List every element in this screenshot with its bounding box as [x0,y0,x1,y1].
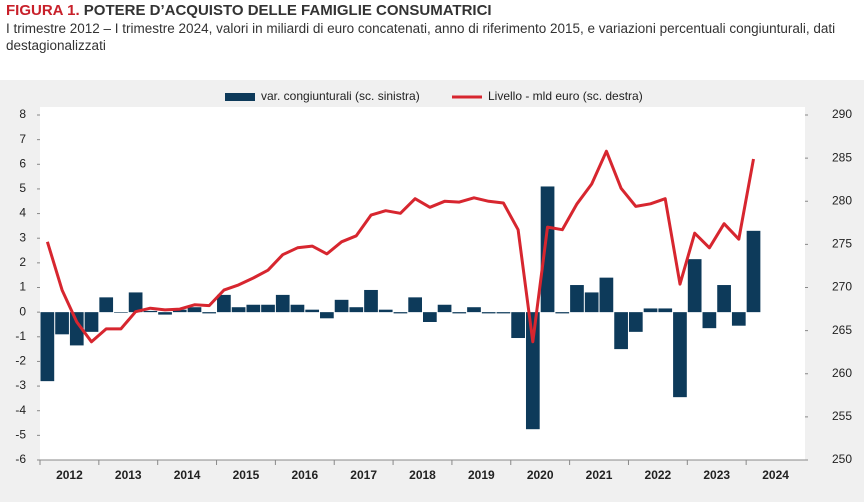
bar [217,294,231,313]
x-tick-label: 2014 [174,468,201,482]
bar [172,309,187,313]
bar [643,308,658,313]
x-tick-label: 2013 [115,468,142,482]
bar [746,230,761,313]
bar [158,312,172,315]
bar [687,259,702,313]
bar [40,312,55,382]
figure-label: FIGURA 1. [6,2,80,19]
x-tick-label: 2016 [291,468,318,482]
legend-swatch [225,93,255,101]
bar [187,307,202,313]
y-tick-label: -4 [15,403,26,417]
bar [599,277,614,313]
bar [437,304,452,313]
x-tick-label: 2018 [409,468,436,482]
x-tick-label: 2015 [233,468,260,482]
x-tick-label: 2022 [645,468,672,482]
bar [393,312,408,314]
bar [673,312,687,398]
y-tick-label: 6 [19,156,26,170]
bar [525,312,540,430]
bar [349,307,364,313]
bar [702,312,717,329]
bar [261,304,275,313]
bar [305,309,320,313]
bar [378,309,393,313]
bar [99,297,114,313]
bar [364,289,378,313]
bar [114,312,128,313]
bar [555,312,570,314]
bar [246,304,261,313]
y2-tick-label: 270 [832,280,852,294]
bar [731,312,746,326]
bar [717,285,731,313]
bar [231,307,246,313]
bar [55,312,69,335]
x-tick-label: 2024 [762,468,789,482]
legend-label: Livello - mld euro (sc. destra) [488,89,643,103]
bar [275,294,290,313]
x-tick-label: 2021 [586,468,613,482]
y-tick-label: -6 [15,452,26,466]
y-tick-label: 8 [19,107,26,121]
bar [143,310,158,313]
bar [452,312,467,314]
y2-tick-label: 265 [832,323,852,337]
y-tick-label: -3 [15,378,26,392]
y-tick-label: -1 [15,329,26,343]
bar [628,312,643,332]
bar [467,307,481,313]
header: FIGURA 1. POTERE D’ACQUISTO DELLE FAMIGL… [6,2,858,54]
title-row: FIGURA 1. POTERE D’ACQUISTO DELLE FAMIGL… [6,2,858,19]
y-tick-label: 5 [19,181,26,195]
y-tick-label: -5 [15,428,26,442]
bar [423,312,437,322]
y-tick-label: 0 [19,304,26,318]
y2-tick-label: 290 [832,107,852,121]
x-tick-label: 2012 [56,468,83,482]
y2-tick-label: 280 [832,193,852,207]
y2-tick-label: 250 [832,452,852,466]
bar [84,312,99,332]
bar [334,299,349,313]
bar [290,304,305,313]
bar [540,186,555,313]
chart: -6 -5 -4 -3 -2 -1 0 1 2 3 4 5 6 7 8 250 255 260 265 270 275 2… [0,80,864,502]
bar [481,312,496,314]
x-tick-label: 2020 [527,468,554,482]
chart-title: POTERE D’ACQUISTO DELLE FAMIGLIE CONSUMA… [83,2,492,19]
bar [202,312,217,314]
bar [69,312,84,346]
bar [570,285,584,313]
y-tick-label: 4 [19,206,26,220]
bar [128,292,143,313]
y-tick-label: 1 [19,280,26,294]
bar [614,312,628,350]
y-tick-label: 7 [19,132,26,146]
y-tick-label: 2 [19,255,26,269]
legend-label: var. congiunturali (sc. sinistra) [261,89,420,103]
bar [658,308,673,313]
subtitle: I trimestre 2012 – I trimestre 2024, val… [6,21,836,53]
bar [408,297,422,313]
x-tick-label: 2019 [468,468,495,482]
y2-tick-label: 275 [832,237,852,251]
line [45,149,755,344]
y2-tick-label: 260 [832,366,852,380]
bar [496,312,511,314]
y-tick-label: -2 [15,354,26,368]
x-tick-label: 2023 [703,468,730,482]
y2-tick-label: 285 [832,150,852,164]
bar [584,292,599,313]
bar [511,312,525,339]
y2-tick-label: 255 [832,409,852,423]
bar [320,312,334,319]
x-tick-label: 2017 [350,468,377,482]
plot-area [40,107,805,460]
y-tick-label: 3 [19,230,26,244]
